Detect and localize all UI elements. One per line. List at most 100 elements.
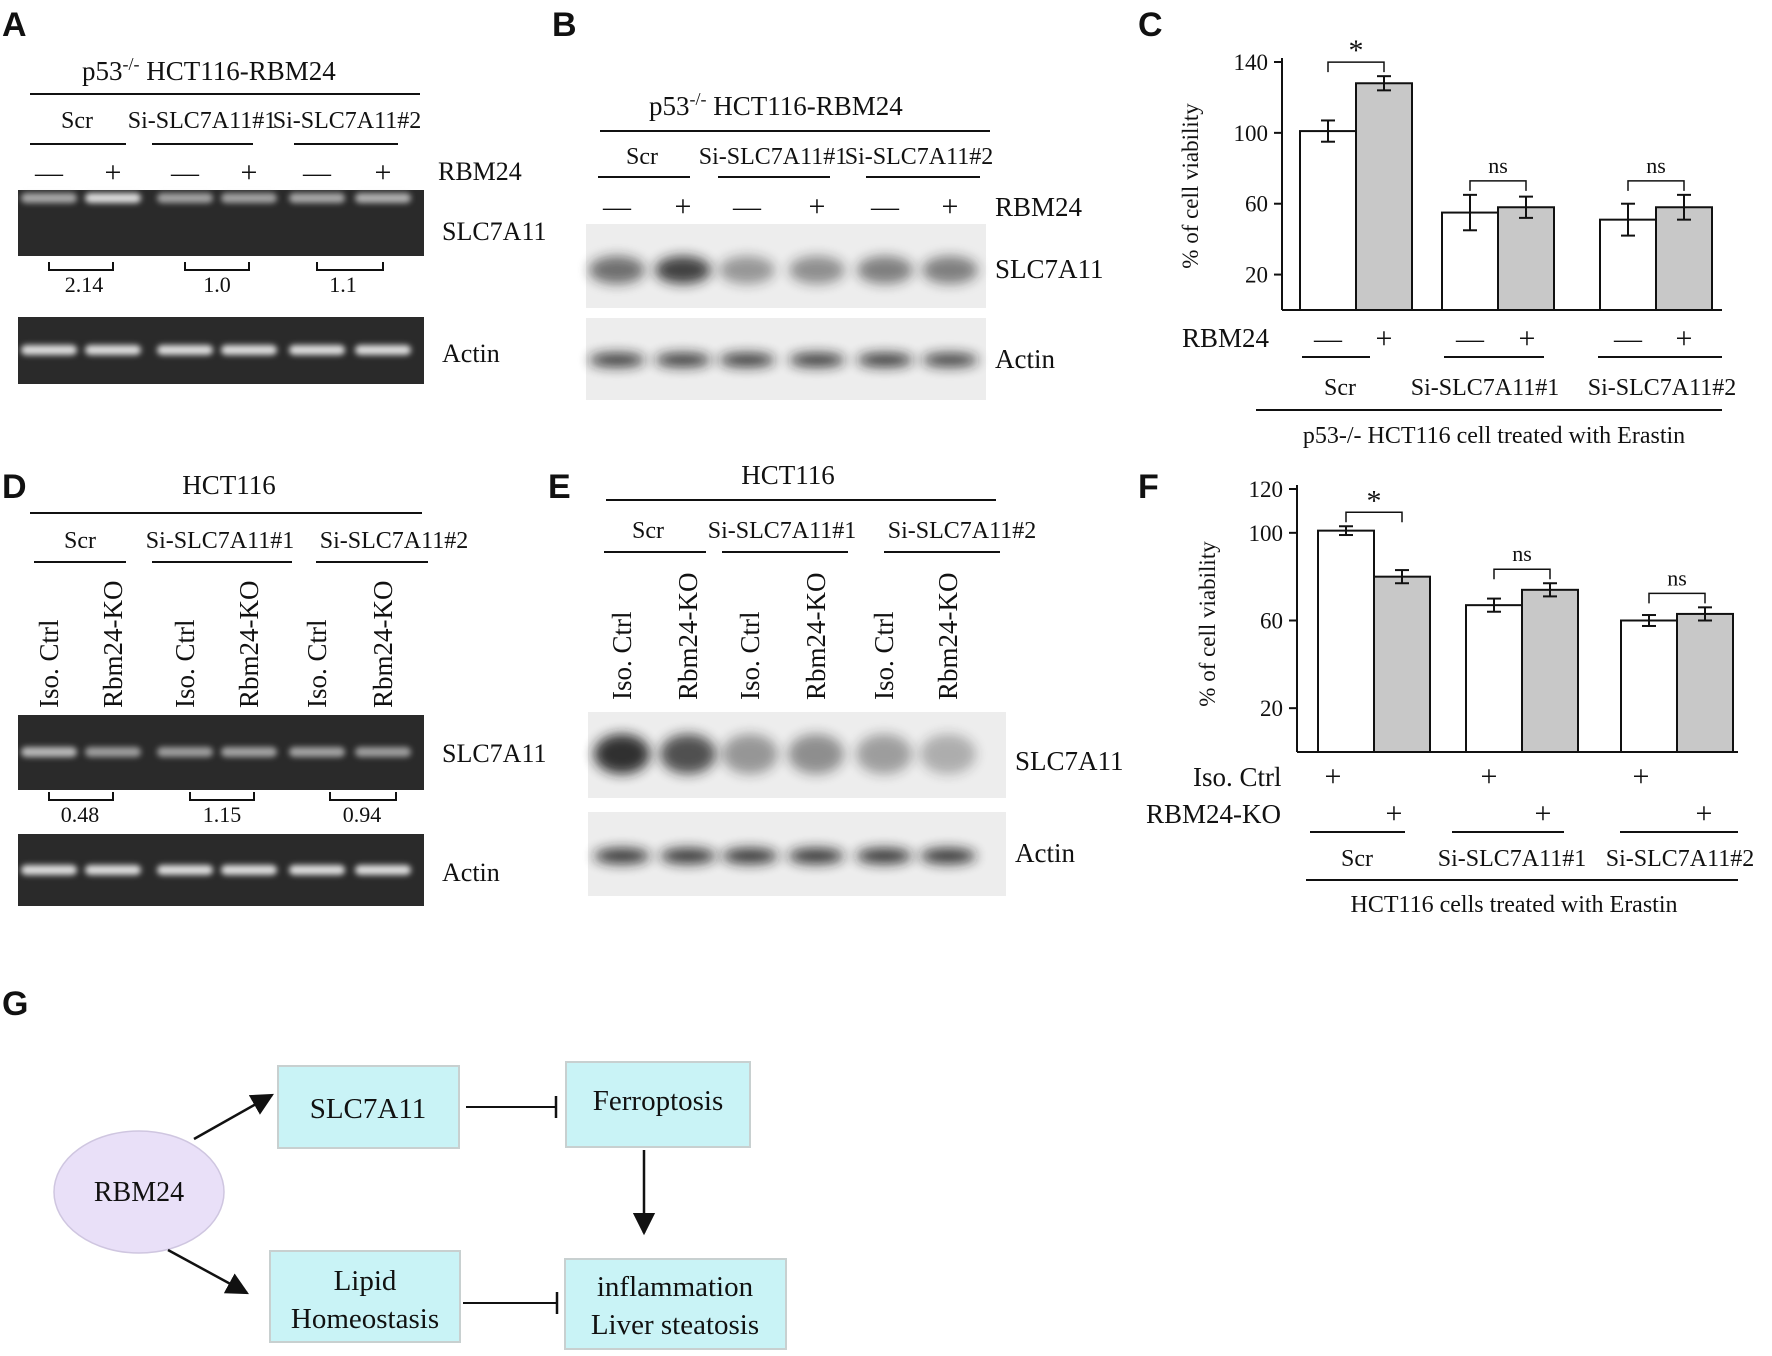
panel-a-bracket <box>184 262 250 271</box>
panel-b-sign-label: RBM24 <box>995 192 1083 222</box>
panel-f-plus: + <box>1535 797 1552 830</box>
slc7a11-gel-band <box>21 193 77 203</box>
slc7a11-gel-band <box>221 747 277 757</box>
slc7a11-blot-band <box>589 256 645 284</box>
actin-blot-band <box>789 353 845 367</box>
lane-label: Rbm24-KO <box>98 581 128 709</box>
panel-f-plus: + <box>1481 760 1498 793</box>
panel-d-ratio: 1.15 <box>203 802 242 827</box>
actin-blot-band <box>589 353 645 367</box>
lane-label: Rbm24-KO <box>801 573 831 701</box>
actin-gel-band <box>289 865 345 875</box>
bar <box>1317 529 1375 753</box>
inflammation-node-label: inflammation <box>597 1271 754 1303</box>
panel-b-title: p53-/- HCT116-RBM24 <box>649 89 903 121</box>
actin-blot-band <box>722 848 778 864</box>
y-tick-label: 60 <box>1260 609 1283 634</box>
lane-label: Iso. Ctrl <box>607 611 637 700</box>
panel-c-signs: — + — + — + <box>1313 322 1692 355</box>
slc7a11-blot-band <box>857 256 913 284</box>
panel-a-bracket <box>316 262 384 271</box>
slc7a11-node <box>277 1065 460 1149</box>
significance-bracket <box>1469 180 1527 191</box>
slc7a11-blot-band <box>655 256 711 284</box>
significance-label: ns <box>1512 541 1532 566</box>
inflammation-node <box>564 1258 787 1350</box>
panel-c-group-scr: Scr <box>1324 375 1356 401</box>
ferroptosis-node <box>565 1061 751 1148</box>
panel-d-title: HCT116 <box>182 470 276 500</box>
rbm24-sign: — <box>1455 324 1485 355</box>
panel-b-blot-slc7a11 <box>586 224 986 308</box>
panel-a-sign: + <box>105 156 122 189</box>
significance-bracket <box>1345 511 1403 523</box>
actin-blot-band <box>920 848 976 864</box>
ferroptosis-node-label: Ferroptosis <box>593 1085 724 1117</box>
panel-b-band1-label: SLC7A11 <box>995 254 1104 284</box>
panel-f-plus: + <box>1696 797 1713 830</box>
bar <box>1655 206 1713 311</box>
panel-d-lane-labels: Iso. Ctrl Rbm24-KO Iso. Ctrl Rbm24-KO Iso. C… <box>34 581 398 709</box>
lane-label: Rbm24-KO <box>368 581 398 709</box>
significance-label: * <box>1349 34 1364 67</box>
bar <box>1497 206 1555 311</box>
lane-label: Iso. Ctrl <box>34 619 64 708</box>
rbm24-node <box>53 1130 225 1254</box>
rbm24-sign: + <box>1676 322 1693 355</box>
slc7a11-blot-band <box>789 256 845 284</box>
actin-blot-band <box>922 353 978 367</box>
panel-a-sign: — <box>302 158 332 189</box>
panel-c-ylabel: % of cell viability <box>1178 103 1203 269</box>
actin-blot-band <box>594 848 650 864</box>
panel-d-bracket <box>329 792 397 801</box>
panel-e: E HCT116 Scr Si-SLC7A11#1 Si-SLC7A11#2 I… <box>548 460 1124 896</box>
panel-g-letter: G <box>2 985 28 1023</box>
significance-label: ns <box>1667 565 1687 590</box>
panel-d-bracket <box>48 792 114 801</box>
actin-gel-band <box>221 345 277 355</box>
panel-b-sign: — <box>602 192 632 223</box>
panel-f-group-si1: Si-SLC7A11#1 <box>1438 846 1586 872</box>
panel-e-lane-labels: Iso. Ctrl Rbm24-KO Iso. Ctrl Rbm24-KO Iso. C… <box>607 573 963 701</box>
y-tick-label: 20 <box>1245 263 1268 288</box>
rbm24-sign: — <box>1613 324 1643 355</box>
panel-f-row2-label: RBM24-KO <box>1146 799 1281 829</box>
panel-b-sign: + <box>675 190 692 223</box>
actin-blot-band <box>655 353 711 367</box>
panel-e-group-si2: Si-SLC7A11#2 <box>888 518 1036 544</box>
panel-f-group-si2: Si-SLC7A11#2 <box>1606 846 1754 872</box>
slc7a11-gel-band <box>21 747 77 757</box>
significance-bracket <box>1627 180 1685 191</box>
panel-b-band2-label: Actin <box>995 344 1055 374</box>
slc7a11-gel-band <box>221 193 277 203</box>
panel-d: D HCT116 Scr Si-SLC7A11#1 Si-SLC7A11#2 I… <box>2 468 547 906</box>
panel-a-ratio: 1.0 <box>203 272 231 297</box>
slc7a11-blot-band <box>722 734 778 774</box>
panel-a-band1-label: SLC7A11 <box>442 217 547 246</box>
significance-label: * <box>1367 484 1382 517</box>
bar <box>1299 130 1357 311</box>
inflammation-node-label: Liver steatosis <box>591 1309 759 1341</box>
panel-d-letter: D <box>2 468 27 506</box>
lipid-node-label: Lipid <box>334 1265 397 1297</box>
y-tick-label: 120 <box>1249 477 1284 502</box>
panel-a-group-scr: Scr <box>61 108 93 134</box>
panel-a-sign-label: RBM24 <box>438 157 522 186</box>
actin-blot-band <box>857 353 913 367</box>
y-tick-label: 100 <box>1234 121 1269 146</box>
actin-blot-band <box>660 848 716 864</box>
slc7a11-gel-band <box>85 747 141 757</box>
panel-a-ratio: 2.14 <box>65 272 104 297</box>
actin-blot-band <box>719 353 775 367</box>
panel-b-sign: — <box>870 192 900 223</box>
panel-b-sign: + <box>809 190 826 223</box>
panel-d-band2-label: Actin <box>442 858 500 887</box>
y-tick-label: 100 <box>1249 521 1284 546</box>
panel-f-caption: HCT116 cells treated with Erastin <box>1350 892 1677 918</box>
actin-blot-band <box>788 848 844 864</box>
bar <box>1620 619 1678 753</box>
rbm24-sign: + <box>1519 322 1536 355</box>
panel-e-band1-label: SLC7A11 <box>1015 746 1124 776</box>
panel-d-ratio: 0.48 <box>61 802 100 827</box>
